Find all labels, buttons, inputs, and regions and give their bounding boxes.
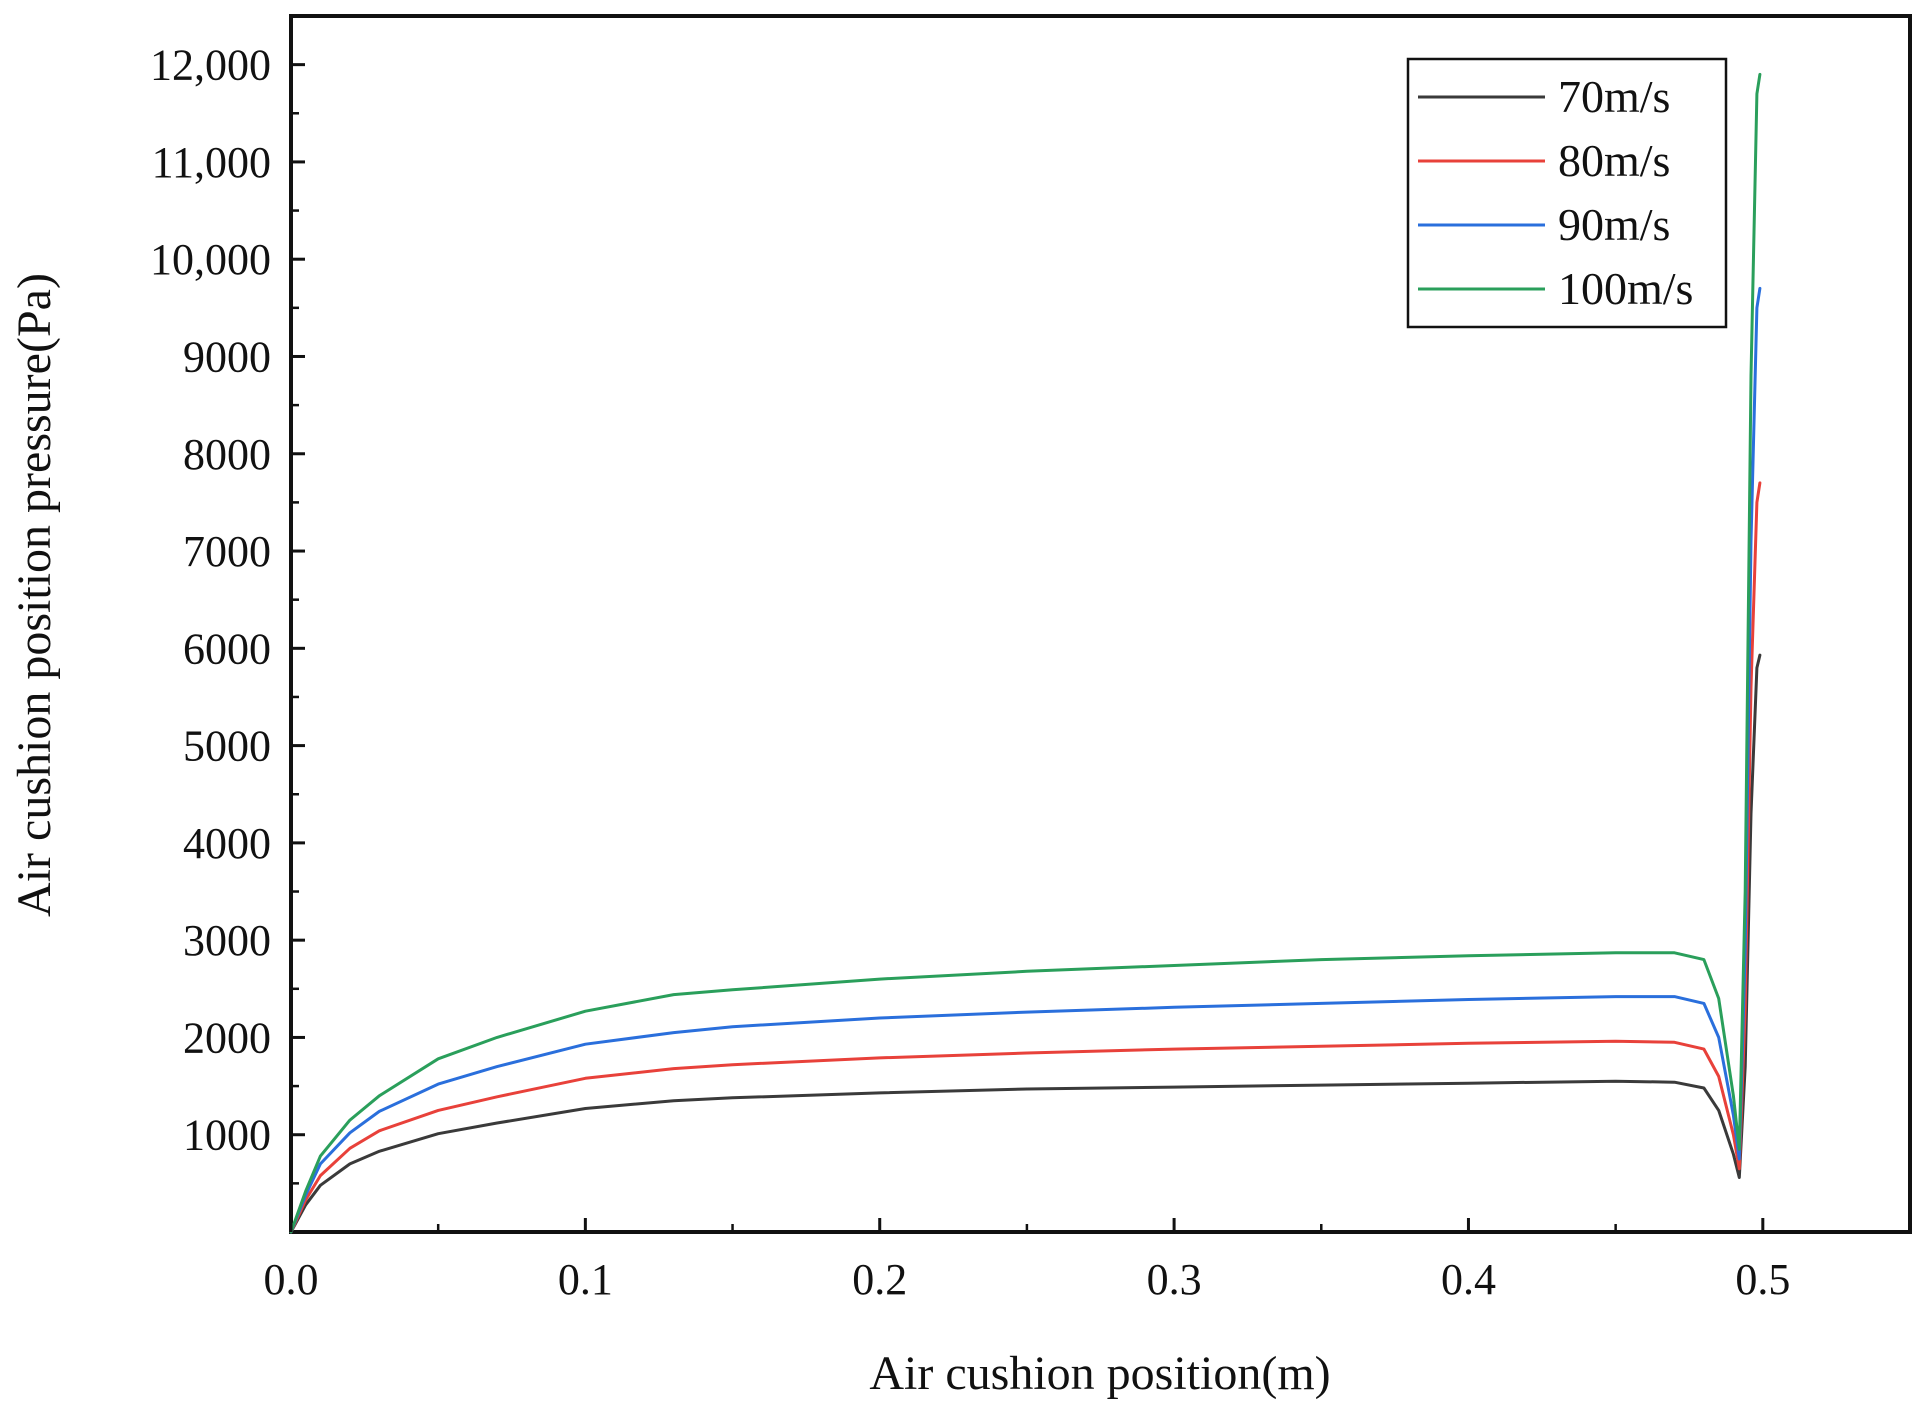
legend-box [1406,57,1728,329]
x-tick-label: 0.0 [264,1255,319,1304]
legend-label: 100m/s [1558,263,1693,314]
series-line-3 [289,286,1762,1234]
legend: 70m/s 80m/s 90m/s 100m/s [1406,57,1728,329]
x-axis-title: Air cushion position(m) [869,1347,1330,1400]
y-tick-label: 12,000 [150,41,271,90]
series-line-2 [289,481,1762,1234]
y-tick-label: 10,000 [150,235,271,284]
legend-label: 90m/s [1558,199,1670,250]
legend-items: 70m/s 80m/s 90m/s 100m/s [1418,71,1693,314]
y-tick-label: 8000 [183,430,271,479]
plot-frame [289,14,1912,1234]
y-tick-label: 3000 [183,916,271,965]
legend-label: 80m/s [1558,135,1670,186]
y-tick-label: 11,000 [152,138,271,187]
x-axis-ticks: 0.0 0.1 0.2 0.3 0.4 0.5 [264,1218,1790,1304]
x-tick-label: 0.2 [852,1255,907,1304]
x-tick-label: 0.5 [1735,1255,1790,1304]
y-tick-label: 9000 [183,332,271,381]
y-tick-label: 1000 [183,1111,271,1160]
y-tick-label: 7000 [183,527,271,576]
y-axis-ticks: 1000 2000 3000 4000 5000 6000 7000 8000 9000 10,0… [150,41,305,1185]
x-tick-label: 0.3 [1147,1255,1202,1304]
y-axis-title: Air cushion position pressure(Pa) [8,273,61,917]
y-tick-label: 2000 [183,1013,271,1062]
series-line-4 [289,72,1762,1234]
series-line-1 [289,653,1762,1234]
y-tick-label: 5000 [183,722,271,771]
y-tick-label: 4000 [183,819,271,868]
x-tick-label: 0.4 [1441,1255,1496,1304]
series-layer [289,72,1762,1234]
x-tick-label: 0.1 [558,1255,613,1304]
legend-label: 70m/s [1558,71,1670,122]
y-tick-label: 6000 [183,624,271,673]
